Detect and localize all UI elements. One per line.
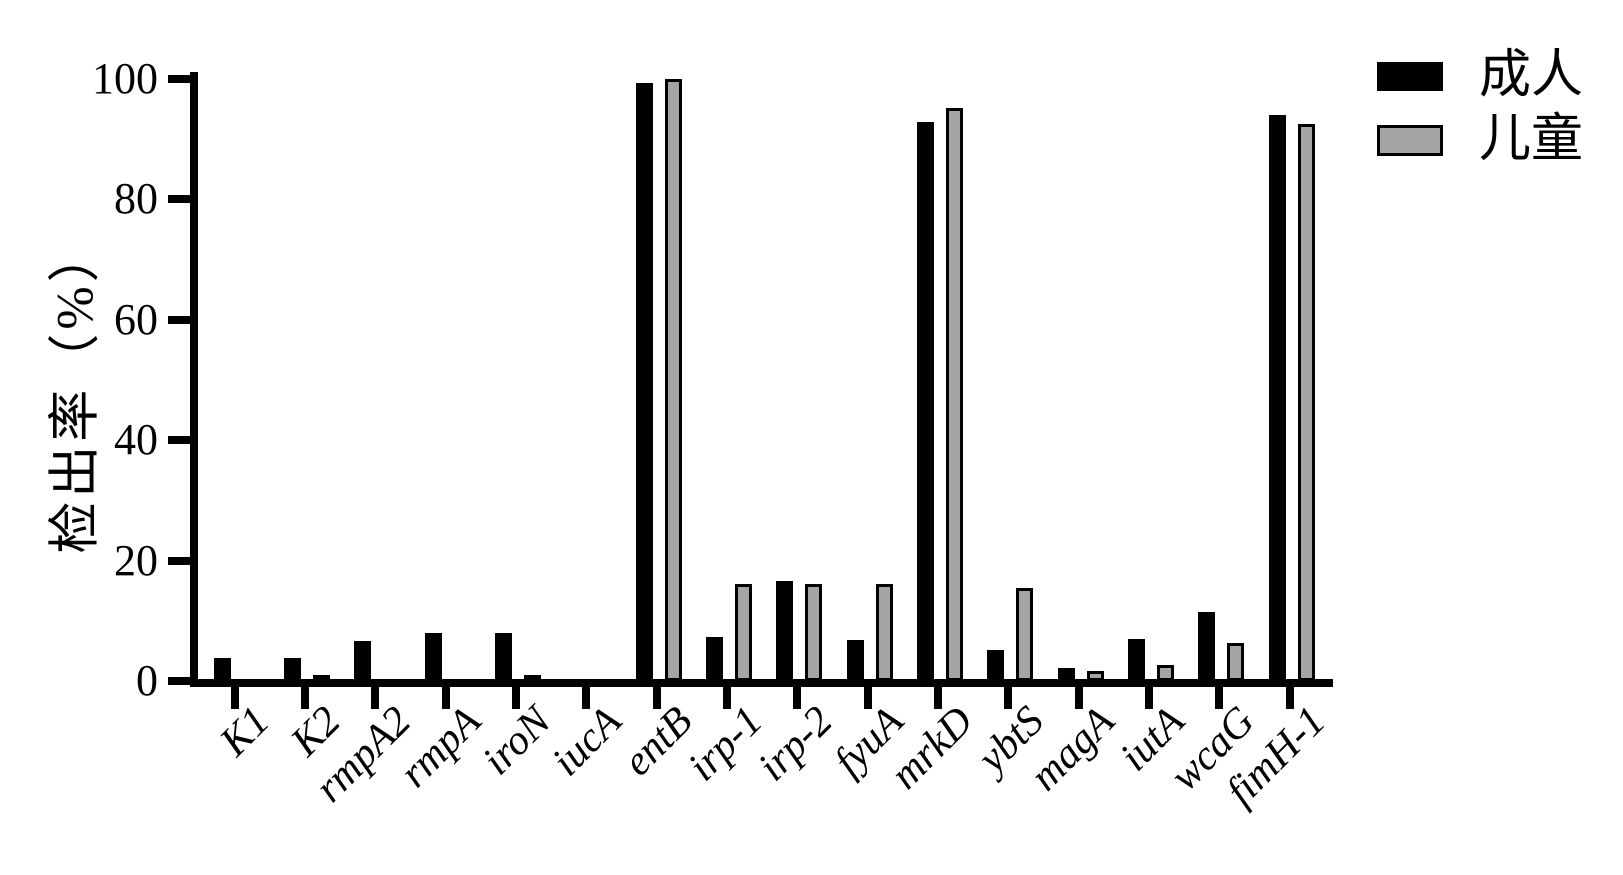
- y-tick-mark: [168, 315, 190, 324]
- x-tick-mark: [1004, 687, 1013, 709]
- y-tick-label: 60: [114, 294, 158, 344]
- x-tick-mark: [863, 687, 872, 709]
- x-tick-mark: [1215, 687, 1224, 709]
- bar-mrkd-child: [946, 108, 963, 681]
- bar-maga-child: [1086, 671, 1104, 681]
- bar-fimh-1-adult: [1268, 115, 1286, 681]
- x-tick-mark: [1145, 687, 1154, 709]
- x-tick-mark: [230, 687, 239, 709]
- y-tick-mark: [168, 556, 190, 565]
- x-tick-mark: [441, 687, 450, 709]
- bar-k1-adult: [213, 658, 231, 681]
- bar-iuta-child: [1157, 665, 1175, 681]
- bar-irp-2-child: [805, 584, 823, 681]
- y-tick-label: 0: [136, 656, 158, 705]
- x-tick-mark: [793, 687, 802, 709]
- y-axis-title: 检出率（%）: [47, 226, 105, 554]
- x-tick-mark: [934, 687, 942, 709]
- bar-fyua-adult: [846, 640, 864, 681]
- x-tick-mark: [300, 687, 309, 709]
- legend-swatch-adult-icon: [1377, 61, 1443, 91]
- bar-irp-1-adult: [705, 637, 723, 681]
- bar-entb-child: [664, 79, 682, 681]
- legend-label-adult: 成人: [1479, 47, 1584, 104]
- bar-iron-adult: [494, 633, 512, 681]
- x-tick-mark: [722, 687, 731, 709]
- bar-rmpa-adult: [424, 633, 442, 681]
- bar-iron-child: [523, 675, 541, 681]
- x-tick-mark: [652, 687, 661, 709]
- bar-ybts-adult: [987, 650, 1005, 681]
- bar-mrkd-adult: [917, 122, 934, 681]
- x-tick-label-fimh-1: fimH-1: [1072, 698, 1335, 815]
- y-tick-label: 20: [114, 535, 158, 585]
- legend: 成人 儿童: [1377, 46, 1583, 174]
- x-tick-mark: [1285, 687, 1294, 709]
- legend-item-child: 儿童: [1377, 110, 1583, 170]
- y-tick-mark: [168, 195, 190, 204]
- bar-ybts-child: [1016, 588, 1034, 681]
- bar-fyua-child: [875, 584, 893, 681]
- bar-k2-child: [312, 675, 330, 681]
- x-tick-mark: [511, 687, 520, 709]
- y-tick-mark: [168, 436, 190, 445]
- legend-swatch-child-icon: [1377, 124, 1443, 156]
- x-axis-line: [190, 679, 1333, 687]
- bar-iuta-adult: [1128, 639, 1146, 681]
- y-axis-line: [190, 72, 198, 687]
- legend-item-adult: 成人: [1377, 46, 1583, 106]
- x-tick-mark: [371, 687, 380, 709]
- x-tick-mark: [582, 687, 591, 709]
- bar-irp-1-child: [734, 584, 752, 681]
- bar-irp-2-adult: [776, 581, 794, 681]
- x-tick-mark: [1074, 687, 1083, 709]
- y-tick-label: 40: [114, 415, 158, 465]
- bar-k2-adult: [283, 658, 301, 681]
- y-tick-label: 100: [92, 54, 158, 103]
- y-tick-mark: [168, 75, 190, 83]
- bar-rmpa2-adult: [354, 641, 372, 681]
- legend-label-child: 儿童: [1479, 111, 1584, 168]
- bar-wcag-adult: [1198, 612, 1216, 681]
- bar-fimh-1-child: [1297, 124, 1315, 681]
- bar-maga-adult: [1057, 668, 1075, 681]
- bar-wcag-child: [1227, 643, 1245, 681]
- y-tick-label: 80: [114, 174, 158, 224]
- bar-entb-adult: [635, 83, 653, 681]
- y-tick-mark: [168, 677, 190, 685]
